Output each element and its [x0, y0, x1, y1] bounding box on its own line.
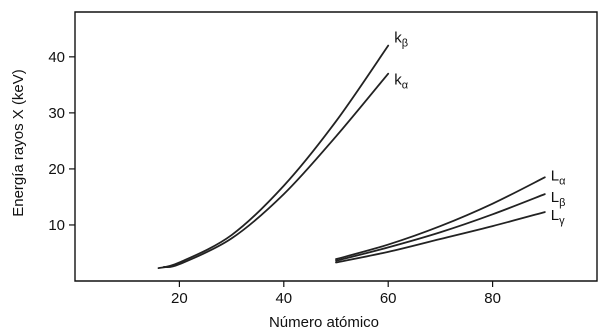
- series-line-Lγ: [335, 211, 546, 264]
- x-axis-title: Número atómico: [269, 314, 379, 331]
- series-line-Lβ: [335, 193, 546, 262]
- x-tick-label: 40: [275, 290, 292, 307]
- x-tick-label: 60: [380, 290, 397, 307]
- series-label: Lγ: [551, 207, 565, 227]
- x-tick-label: 80: [484, 290, 501, 307]
- y-tick-label: 30: [48, 105, 65, 122]
- series-label: kα: [394, 72, 409, 92]
- y-tick-label: 20: [48, 161, 65, 178]
- series-line-kα: [162, 72, 390, 269]
- ticks: 20 40 60 80 10 20 30 40: [48, 49, 501, 307]
- series-line-kβ: [157, 44, 390, 270]
- series-line-Lα: [335, 176, 546, 261]
- series-label: kβ: [394, 30, 408, 50]
- series-lines: [157, 44, 546, 270]
- plot-frame: [74, 11, 598, 282]
- series-label: Lα: [551, 167, 566, 187]
- x-tick-label: 20: [171, 290, 188, 307]
- axes: [74, 11, 598, 282]
- y-axis-title: Energía rayos X (keV): [10, 69, 27, 217]
- y-tick-label: 10: [48, 217, 65, 234]
- y-tick-label: 40: [48, 49, 65, 66]
- series-label: Lβ: [551, 189, 566, 209]
